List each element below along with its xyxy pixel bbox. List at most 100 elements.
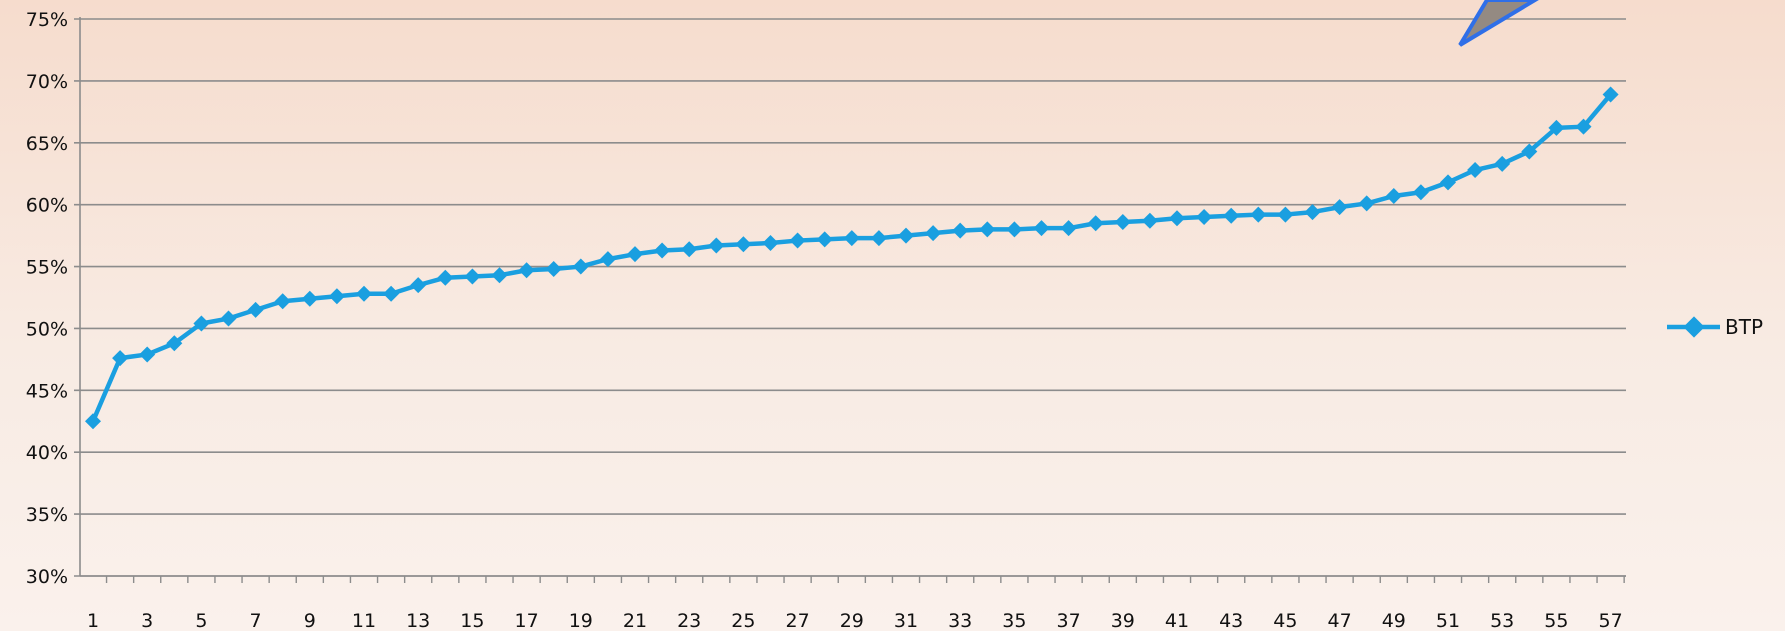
x-tick-label: 7 xyxy=(250,610,262,631)
x-tick-label: 37 xyxy=(1057,610,1081,631)
data-point-marker xyxy=(1114,213,1131,230)
data-point-marker xyxy=(301,290,318,307)
legend-label-btp: BTP xyxy=(1725,315,1763,339)
data-point-marker xyxy=(1575,118,1592,135)
data-point-marker xyxy=(356,285,372,302)
x-tick-label: 1 xyxy=(87,610,99,631)
y-tick-label: 40% xyxy=(26,442,68,464)
data-point-marker xyxy=(627,246,643,263)
data-point-marker xyxy=(464,268,481,285)
x-tick-label: 49 xyxy=(1382,610,1406,631)
data-point-marker xyxy=(952,222,969,239)
data-point-marker xyxy=(572,258,589,275)
x-tick-label: 13 xyxy=(406,610,430,631)
data-point-marker xyxy=(1385,188,1402,205)
data-point-marker xyxy=(1304,204,1321,221)
data-point-marker xyxy=(1548,119,1565,136)
y-tick-label: 60% xyxy=(26,195,68,217)
data-point-marker xyxy=(762,235,779,252)
data-point-marker xyxy=(1277,206,1294,223)
data-point-marker xyxy=(1087,215,1104,232)
data-point-marker xyxy=(1521,143,1538,160)
data-point-marker xyxy=(383,285,400,302)
data-point-marker xyxy=(708,237,725,254)
data-point-marker xyxy=(1006,221,1023,238)
data-point-marker xyxy=(843,230,860,247)
legend: BTP xyxy=(1667,315,1763,339)
x-tick-label: 19 xyxy=(569,610,593,631)
x-tick-label: 47 xyxy=(1328,610,1352,631)
data-point-marker xyxy=(247,301,264,318)
data-point-marker xyxy=(654,242,671,259)
data-point-marker xyxy=(1440,174,1456,191)
data-point-marker xyxy=(220,310,237,327)
data-point-marker xyxy=(1060,220,1077,237)
x-tick-label: 53 xyxy=(1490,610,1514,631)
data-point-marker xyxy=(85,413,101,430)
data-point-marker xyxy=(979,221,996,238)
data-point-marker xyxy=(437,269,454,286)
data-point-marker xyxy=(139,346,156,363)
y-tick-label: 35% xyxy=(26,504,68,526)
data-point-marker xyxy=(112,350,129,367)
data-point-marker xyxy=(599,251,616,268)
x-tick-label: 5 xyxy=(195,610,207,631)
arrow-callout xyxy=(1458,0,1539,47)
x-tick-label: 11 xyxy=(352,610,376,631)
x-tick-label: 51 xyxy=(1436,610,1460,631)
y-tick-label: 50% xyxy=(26,318,68,340)
data-point-marker xyxy=(1250,206,1267,223)
data-point-marker xyxy=(1331,199,1348,216)
x-tick-label: 55 xyxy=(1544,610,1568,631)
series-btp xyxy=(85,86,1619,430)
data-point-marker xyxy=(1358,195,1375,212)
data-point-marker xyxy=(1033,220,1050,237)
x-tick-label: 39 xyxy=(1111,610,1135,631)
data-point-marker xyxy=(735,236,752,253)
data-point-marker xyxy=(166,335,183,352)
arrow-callout-shape xyxy=(1458,0,1539,47)
x-tick-label: 29 xyxy=(840,610,864,631)
y-tick-label: 70% xyxy=(26,71,68,93)
y-tick-label: 45% xyxy=(26,380,68,402)
x-tick-label: 15 xyxy=(460,610,484,631)
data-point-marker xyxy=(328,288,345,305)
x-tick-label: 3 xyxy=(141,610,153,631)
y-tick-label: 55% xyxy=(26,257,68,279)
y-tick-label: 75% xyxy=(26,9,68,31)
x-tick-label: 23 xyxy=(677,610,701,631)
axes xyxy=(79,17,1626,583)
data-point-marker xyxy=(545,261,562,278)
data-point-marker xyxy=(1602,86,1619,103)
x-tick-label: 43 xyxy=(1219,610,1243,631)
x-tick-label: 33 xyxy=(948,610,972,631)
data-point-marker xyxy=(1412,184,1429,201)
y-tick-label: 30% xyxy=(26,566,68,588)
data-point-marker xyxy=(1196,209,1213,226)
x-tick-label: 31 xyxy=(894,610,918,631)
gridlines xyxy=(74,18,1626,577)
y-axis-tick-labels: 30% 35% 40% 45% 50% 55% 60% 65% 70% 75% xyxy=(26,9,68,588)
x-tick-label: 35 xyxy=(1002,610,1026,631)
x-tick-label: 57 xyxy=(1599,610,1623,631)
data-point-marker xyxy=(681,241,698,258)
legend-swatch-marker xyxy=(1683,316,1705,338)
x-axis-tick-labels: 1 3 5 7 9 11 13 15 17 19 21 23 25 27 29 31 33 35 37 39 41 43 4… xyxy=(87,610,1623,631)
x-tick-label: 17 xyxy=(515,610,539,631)
data-point-marker xyxy=(870,230,887,247)
data-point-marker xyxy=(518,262,535,279)
data-point-marker xyxy=(1169,210,1185,227)
x-tick-label: 45 xyxy=(1273,610,1297,631)
x-tick-label: 25 xyxy=(731,610,755,631)
data-point-marker xyxy=(410,277,427,294)
x-tick-label: 41 xyxy=(1165,610,1189,631)
data-point-marker xyxy=(193,315,210,332)
data-point-marker xyxy=(274,293,291,310)
data-point-marker xyxy=(898,227,914,244)
data-point-marker xyxy=(1494,155,1511,172)
x-tick-label: 9 xyxy=(304,610,316,631)
data-point-marker xyxy=(816,231,833,248)
data-point-marker xyxy=(1223,207,1240,224)
data-point-marker xyxy=(1141,212,1158,229)
